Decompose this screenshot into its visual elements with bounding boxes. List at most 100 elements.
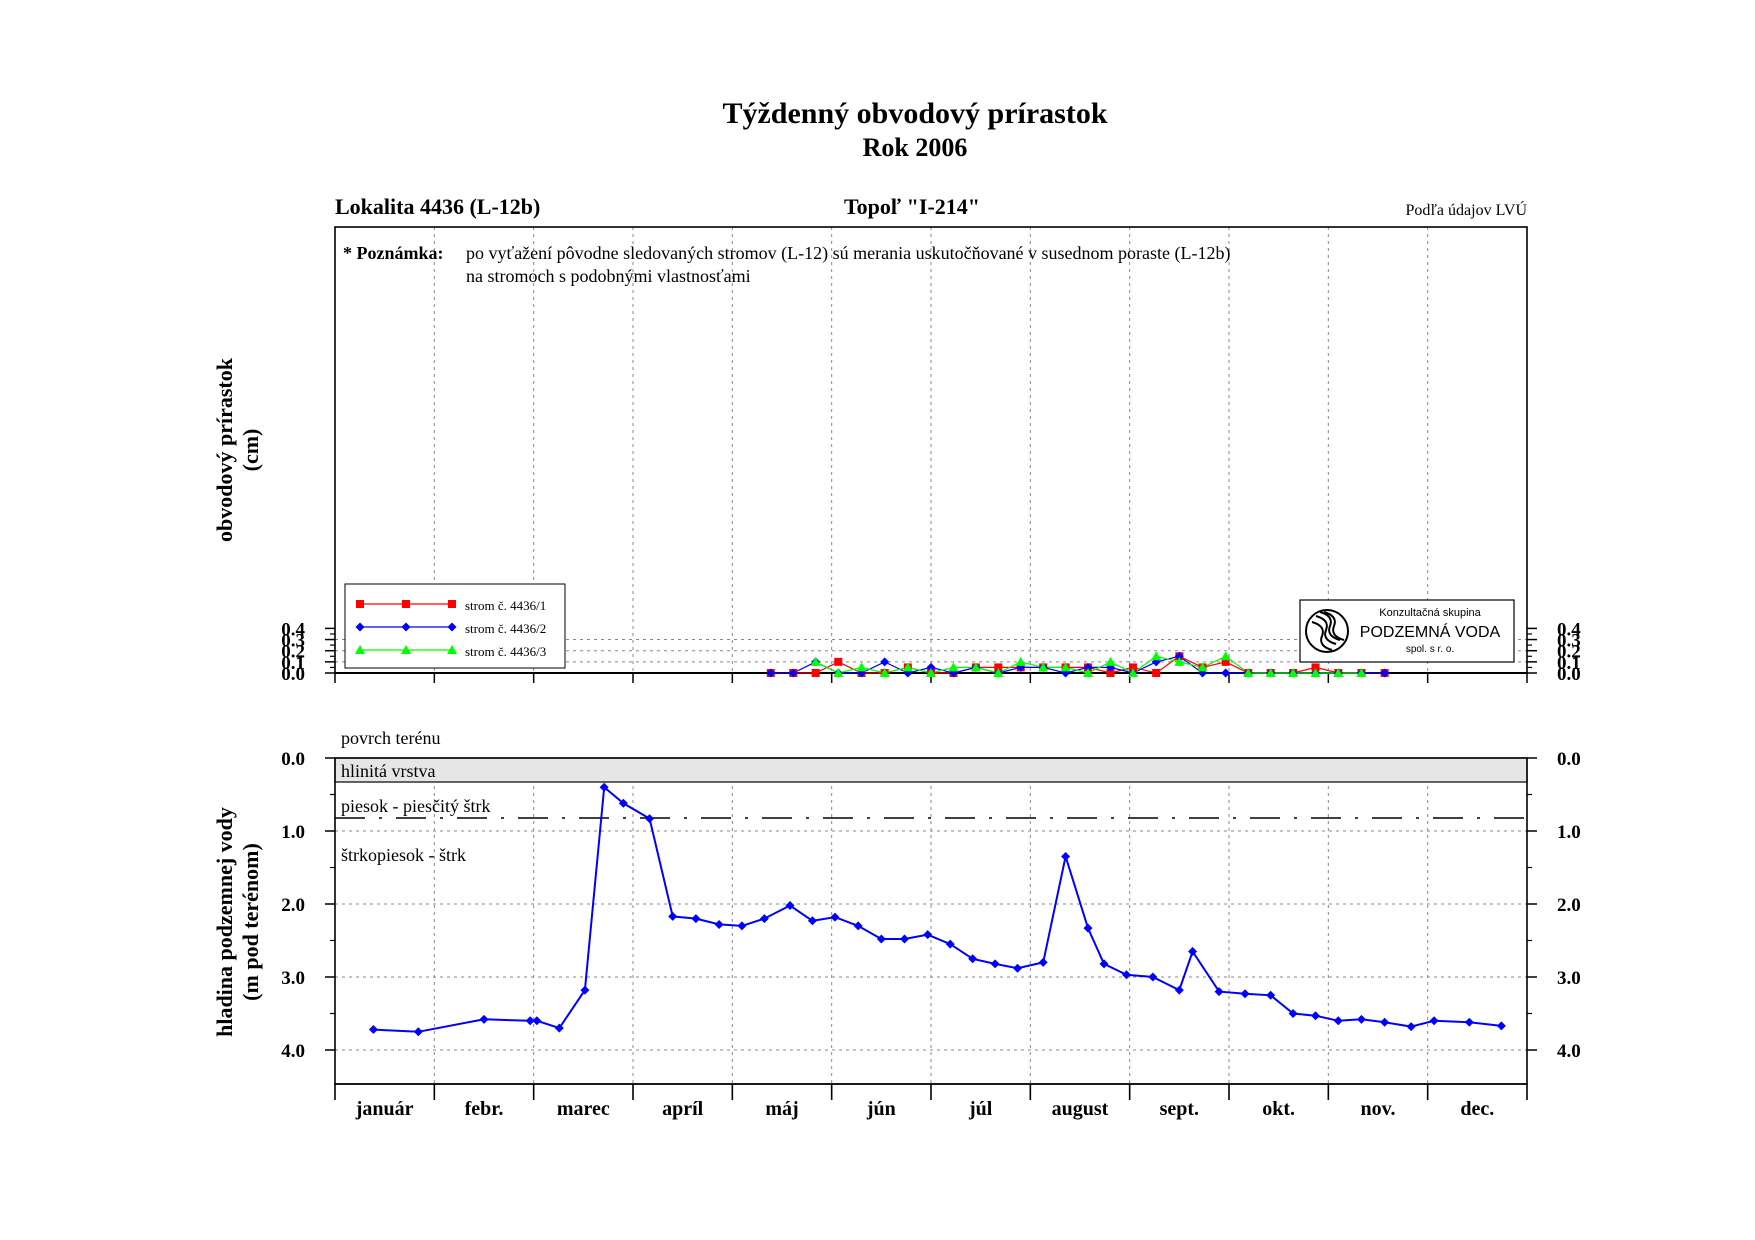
top-left-tick-label: 0.3 — [281, 631, 305, 652]
groundwater-data-point — [1013, 963, 1023, 973]
bottom-left-tick-label: 0.0 — [281, 749, 305, 770]
data-point-strom-3 — [970, 662, 981, 672]
data-point-strom-1 — [1106, 669, 1115, 677]
legend-marker-strom-1 — [402, 600, 410, 608]
groundwater-data-point — [990, 959, 1000, 969]
groundwater-data-point — [1429, 1016, 1439, 1026]
groundwater-data-point — [1464, 1017, 1474, 1027]
bottom-right-tick-label: 4.0 — [1557, 1041, 1581, 1062]
top-right-tick-label: 0.3 — [1557, 631, 1581, 652]
groundwater-data-point — [1038, 957, 1048, 967]
data-point-strom-1 — [1311, 663, 1320, 672]
data-point-strom-3 — [856, 662, 867, 672]
month-label: jún — [866, 1098, 896, 1120]
layer-label-gravel: štrkopiesok - štrk — [341, 845, 466, 865]
data-point-strom-1 — [994, 663, 1003, 672]
groundwater-data-point — [853, 921, 863, 931]
top-right-tick-label: 0.0 — [1557, 664, 1581, 685]
data-point-strom-3 — [1083, 668, 1094, 677]
data-point-strom-2 — [1380, 668, 1390, 678]
data-point-strom-3 — [1174, 656, 1185, 666]
groundwater-data-point — [1406, 1022, 1416, 1032]
data-point-strom-2 — [1174, 651, 1184, 661]
data-point-strom-3 — [810, 656, 821, 666]
groundwater-data-point — [1333, 1016, 1343, 1026]
groundwater-data-point — [1496, 1021, 1506, 1031]
data-point-strom-1 — [1152, 669, 1161, 677]
month-label: dec. — [1460, 1098, 1494, 1120]
top-right-tick-label: 0.1 — [1557, 653, 1581, 674]
data-point-strom-2 — [926, 662, 936, 672]
month-label: apríl — [662, 1098, 704, 1120]
legend-marker-strom-2 — [401, 622, 411, 632]
bottom-axes: 0.0 0.0 1.0 1.0 2.0 2.0 3.0 3.0 4.0 4.0 — [281, 749, 1581, 1062]
legend-marker-strom-3 — [401, 645, 411, 654]
data-point-strom-1 — [811, 669, 820, 677]
legend-marker-strom-3 — [447, 645, 457, 654]
tree-type-label: Topoľ "I-214" — [844, 194, 980, 219]
groundwater-data-point — [876, 934, 886, 944]
data-point-strom-2 — [788, 668, 798, 678]
month-label: august — [1052, 1098, 1109, 1120]
groundwater-data-point — [413, 1027, 423, 1037]
logo-box — [1299, 599, 1515, 663]
layer-label-sand: piesok - piesčitý štrk — [341, 796, 490, 816]
groundwater-data-point — [1061, 852, 1071, 862]
data-point-strom-3 — [1105, 656, 1116, 666]
bottom-y-axis-title-line-1: hladina podzemnej vody — [212, 807, 237, 1037]
data-point-strom-3 — [993, 668, 1004, 677]
top-y-axis-title: obvodový prírastok (cm) — [212, 357, 263, 542]
bottom-right-tick-label: 1.0 — [1557, 822, 1581, 843]
data-point-strom-2 — [880, 657, 890, 667]
groundwater-data-point — [1099, 959, 1109, 969]
top-y-axis-title-line-2: (cm) — [238, 429, 263, 472]
layer-label-surface: povrch terénu — [341, 728, 440, 748]
legend-label-strom-1: strom č. 4436/1 — [465, 598, 546, 613]
chart-subtitle: Rok 2006 — [863, 133, 968, 162]
groundwater-data-point — [599, 782, 609, 792]
logo-line-3: spol. s r. o. — [1406, 644, 1454, 655]
groundwater-level-line — [373, 785, 1502, 1033]
data-point-strom-3 — [1333, 668, 1344, 677]
month-label: marec — [557, 1098, 610, 1120]
groundwater-data-point — [1083, 923, 1093, 933]
groundwater-data-point — [1174, 985, 1184, 995]
groundwater-data-point — [1188, 946, 1198, 956]
top-left-tick-label: 0.0 — [281, 664, 305, 685]
groundwater-data-point — [737, 921, 747, 931]
data-point-strom-3 — [948, 662, 959, 672]
top-y-axis-title-line-1: obvodový prírastok — [212, 357, 237, 542]
top-right-tick-label: 0.2 — [1557, 642, 1581, 663]
data-point-strom-3 — [1151, 651, 1162, 661]
groundwater-data-point — [580, 985, 590, 995]
data-point-strom-1 — [1221, 657, 1230, 666]
data-point-strom-2 — [1083, 662, 1093, 672]
bottom-right-tick-label: 3.0 — [1557, 968, 1581, 989]
month-label: sept. — [1160, 1098, 1199, 1120]
groundwater-data-point — [479, 1014, 489, 1024]
chart-title: Týždenný obvodový prírastok — [722, 97, 1107, 130]
groundwater-data-point — [1288, 1009, 1298, 1018]
bottom-y-axis-title-line-2: (m pod terénom) — [238, 843, 263, 1001]
groundwater-data-point — [923, 930, 933, 940]
bottom-left-tick-label: 2.0 — [281, 895, 305, 916]
data-point-strom-3 — [902, 662, 913, 672]
legend-marker-strom-2 — [355, 622, 365, 632]
legend: strom č. 4436/1 strom č. 4436/2 strom č.… — [344, 583, 566, 669]
logo-line-1: Konzultačná skupina — [1379, 607, 1481, 619]
groundwater-data-point — [532, 1016, 542, 1026]
data-point-strom-3 — [1127, 668, 1138, 677]
bottom-right-tick-label: 0.0 — [1557, 749, 1581, 770]
data-point-strom-3 — [1288, 668, 1299, 677]
data-point-strom-1 — [1128, 663, 1137, 672]
location-label: Lokalita 4436 (L-12b) — [335, 194, 540, 219]
data-point-strom-3 — [926, 668, 936, 677]
groundwater-data-point — [1214, 987, 1224, 997]
data-point-strom-3 — [1197, 662, 1208, 672]
month-label: okt. — [1262, 1098, 1295, 1120]
legend-marker-strom-1 — [448, 600, 456, 608]
bottom-grid — [335, 758, 1527, 1084]
month-axis: január febr. marec apríl máj jún júl august sept… — [334, 1083, 1528, 1120]
legend-marker-strom-3 — [355, 645, 365, 654]
